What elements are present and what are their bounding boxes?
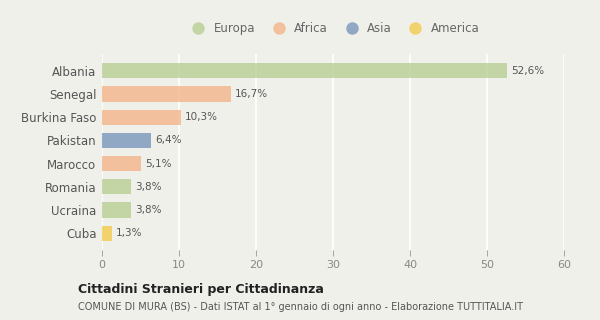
Bar xyxy=(102,110,181,125)
Bar xyxy=(102,226,112,241)
Text: COMUNE DI MURA (BS) - Dati ISTAT al 1° gennaio di ogni anno - Elaborazione TUTTI: COMUNE DI MURA (BS) - Dati ISTAT al 1° g… xyxy=(78,302,523,312)
Text: Cittadini Stranieri per Cittadinanza: Cittadini Stranieri per Cittadinanza xyxy=(78,283,324,296)
Text: 5,1%: 5,1% xyxy=(145,159,172,169)
Text: 3,8%: 3,8% xyxy=(135,205,161,215)
Bar xyxy=(102,203,131,218)
Text: 1,3%: 1,3% xyxy=(116,228,142,238)
Bar xyxy=(102,63,507,78)
Bar xyxy=(102,86,230,101)
Bar xyxy=(102,156,141,171)
Bar xyxy=(102,133,151,148)
Text: 10,3%: 10,3% xyxy=(185,112,218,122)
Text: 52,6%: 52,6% xyxy=(511,66,544,76)
Text: 16,7%: 16,7% xyxy=(235,89,268,99)
Text: 3,8%: 3,8% xyxy=(135,182,161,192)
Text: 6,4%: 6,4% xyxy=(155,135,182,145)
Legend: Europa, Africa, Asia, America: Europa, Africa, Asia, America xyxy=(182,17,484,40)
Bar xyxy=(102,179,131,194)
